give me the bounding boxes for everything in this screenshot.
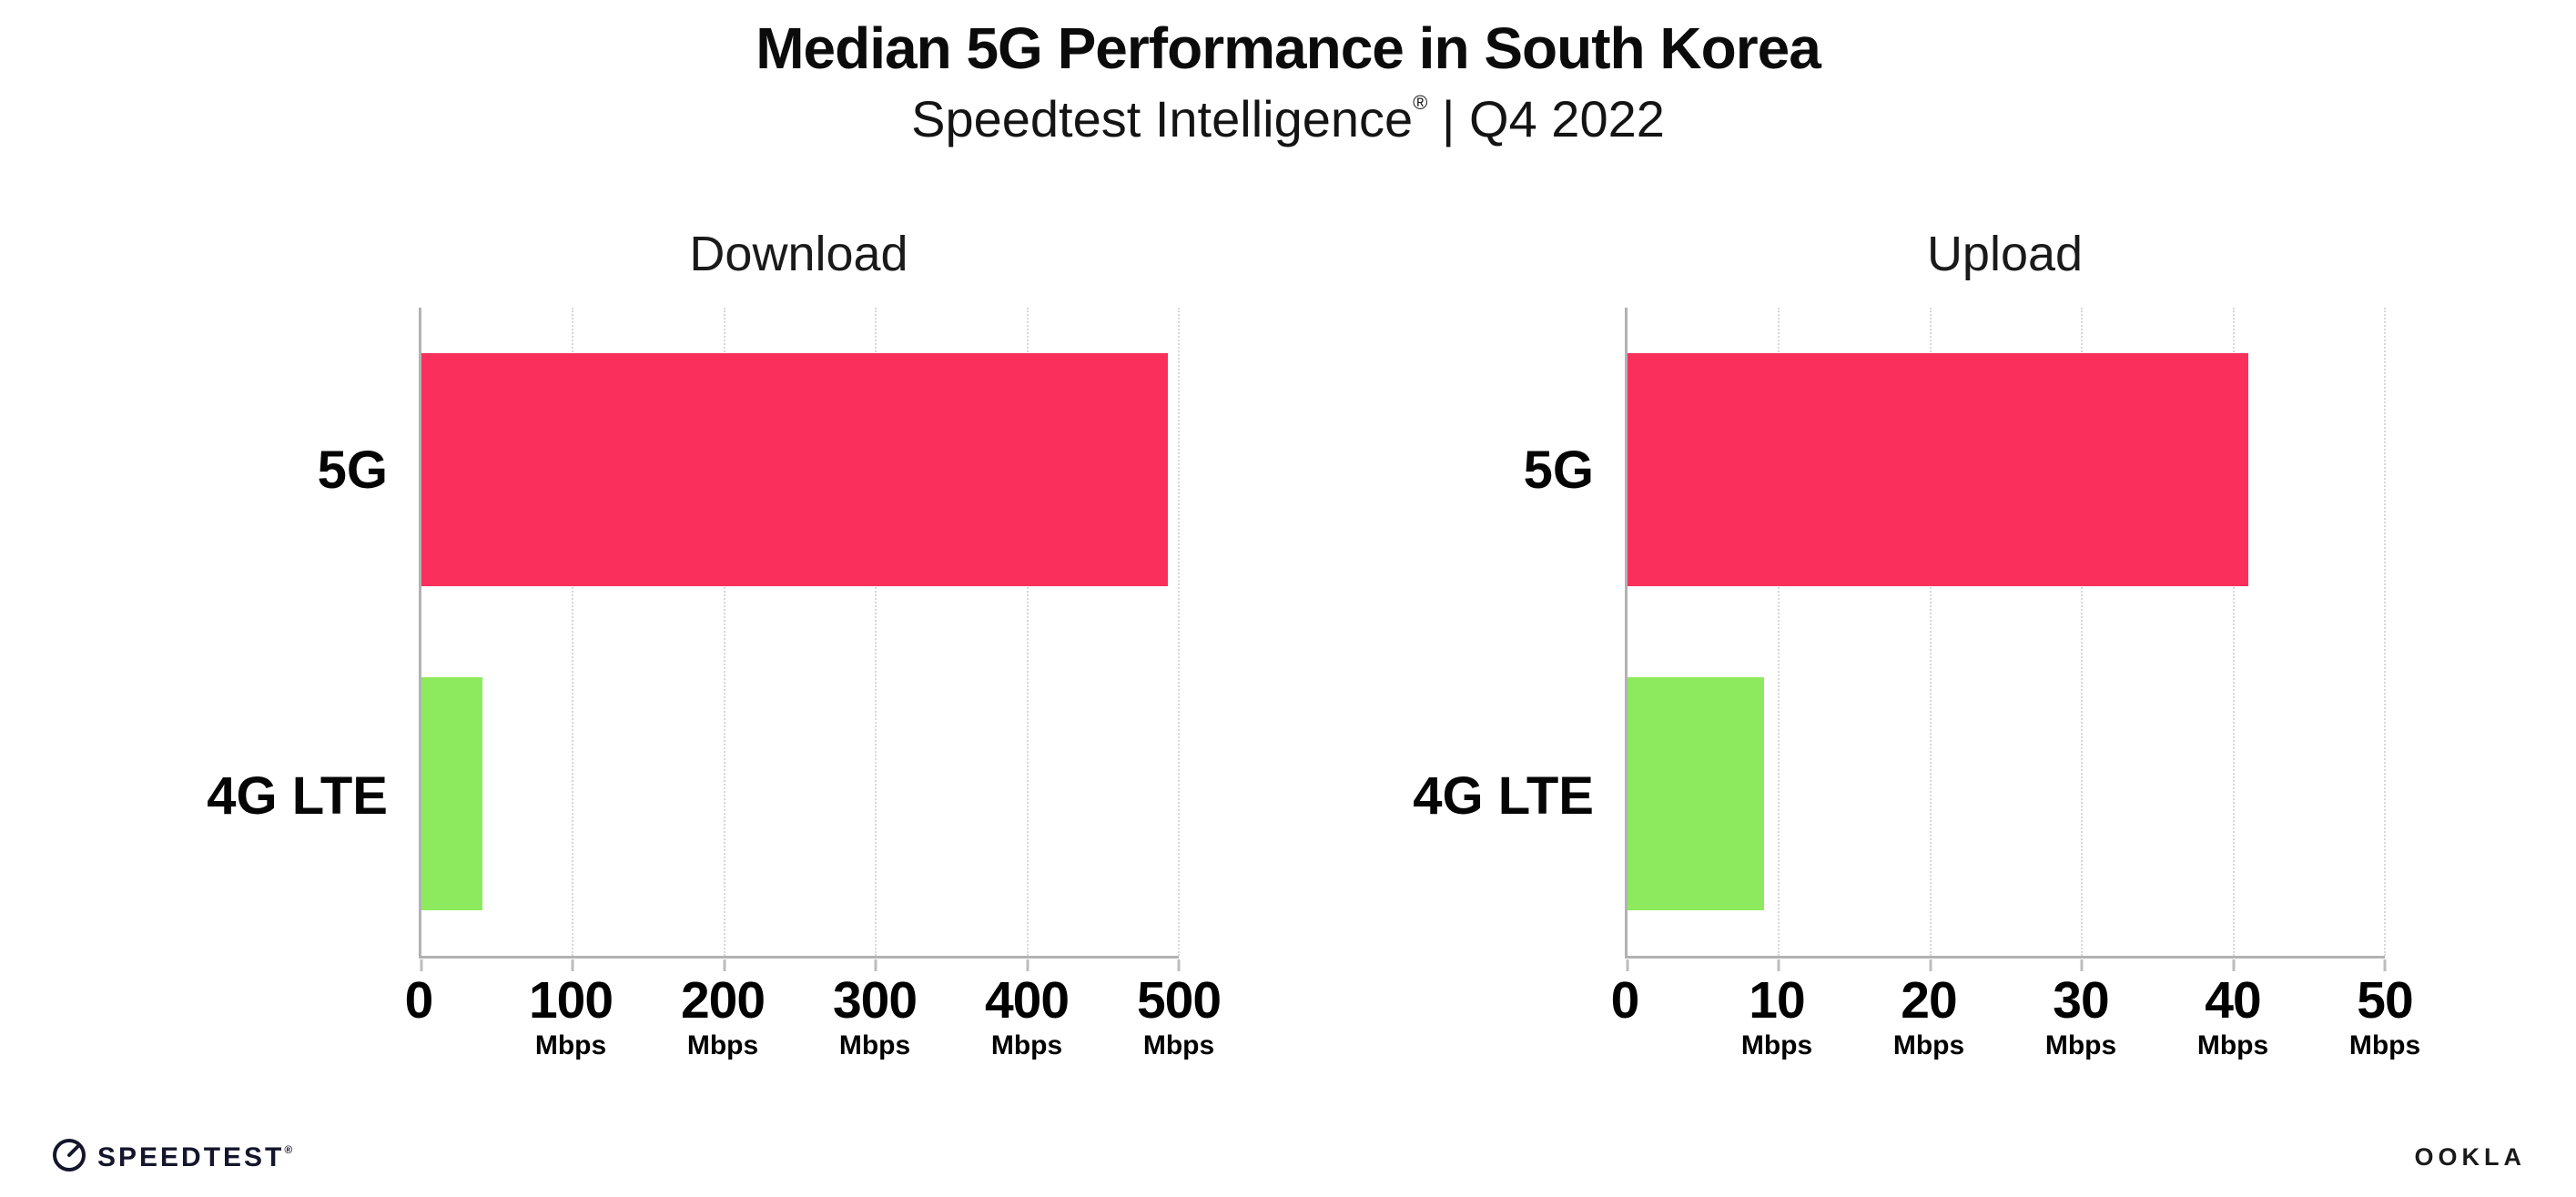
bar-4g-lte xyxy=(1628,676,1764,911)
axis-tick-mark xyxy=(723,959,726,971)
speedtest-wordmark: SPEEDTEST® xyxy=(97,1141,293,1172)
tick-value: 30 xyxy=(2053,971,2109,1030)
gridline xyxy=(1929,308,1932,956)
tick-unit: Mbps xyxy=(838,1030,911,1060)
upload-x-axis: 0 10 Mbps 20 Mbps 30 Mbps 40 Mbps 50 Mbps xyxy=(1611,959,2421,1109)
gridline xyxy=(2384,308,2386,956)
gridline xyxy=(2081,308,2084,956)
tick-unit: Mbps xyxy=(1740,1030,1813,1060)
download-y-axis-labels: 5G 4G LTE xyxy=(191,308,419,959)
category-label-5g: 5G xyxy=(317,441,388,501)
registered-mark: ® xyxy=(1413,91,1428,114)
category-label-5g: 5G xyxy=(1523,441,1594,501)
upload-chart-body: 5G 4G LTE xyxy=(1397,308,2387,971)
tick-value: 20 xyxy=(1901,971,1957,1030)
tick-value: 200 xyxy=(680,971,766,1030)
gridline xyxy=(572,308,574,956)
upload-chart-panel: Upload 5G 4G LTE 0 10 Mbps 20 Mbps 30 Mbps 40 Mbp… xyxy=(1397,226,2421,1109)
upload-chart-title: Upload xyxy=(1926,227,2084,281)
speedtest-registered-mark: ® xyxy=(284,1142,293,1156)
category-label-4g-lte: 4G LTE xyxy=(1413,766,1594,826)
gridline xyxy=(1026,308,1029,956)
ookla-logo: OOKLA xyxy=(2414,1143,2526,1171)
x-axis-tick-label: 40 Mbps xyxy=(2197,975,2268,1060)
axis-tick-mark xyxy=(1026,959,1029,971)
axis-tick-mark xyxy=(874,959,877,971)
x-axis-tick-label: 0 xyxy=(1610,971,1640,1030)
gridline xyxy=(1178,308,1180,956)
x-axis-tick-label: 300 Mbps xyxy=(832,971,918,1060)
x-axis-tick-label: 0 xyxy=(404,971,434,1030)
tick-value: 100 xyxy=(528,971,614,1030)
tick-value: 0 xyxy=(1610,971,1640,1030)
tick-unit: Mbps xyxy=(2348,1030,2421,1060)
tick-unit: Mbps xyxy=(2044,1030,2117,1060)
chart-header: Median 5G Performance in South Korea Spe… xyxy=(0,0,2576,148)
tick-value: 0 xyxy=(404,971,434,1030)
axis-tick-mark xyxy=(2080,959,2084,971)
download-chart-panel: Download 5G 4G LTE 0 100 Mbps 200 Mbps 300 Mbps… xyxy=(191,226,1222,1109)
x-axis-tick-label: 20 Mbps xyxy=(1893,975,1964,1060)
gridline xyxy=(875,308,877,956)
axis-tick-mark xyxy=(1626,959,1629,971)
axis-tick-mark xyxy=(2232,959,2236,971)
charts-row: Download 5G 4G LTE 0 100 Mbps 200 Mbps 300 Mbps… xyxy=(0,226,2576,1109)
download-plot-area xyxy=(419,308,1181,971)
gridline xyxy=(723,308,725,956)
x-axis-tick-label: 500 Mbps xyxy=(1136,971,1222,1060)
upload-y-axis-labels: 5G 4G LTE xyxy=(1397,308,1625,959)
axis-tick-mark xyxy=(1177,959,1181,971)
gridline xyxy=(1778,308,1780,956)
subtitle-brand: Speedtest Intelligence xyxy=(911,90,1414,147)
tick-value: 400 xyxy=(984,971,1070,1030)
axis-tick-mark xyxy=(420,959,423,971)
x-axis-tick-label: 200 Mbps xyxy=(680,971,766,1060)
tick-value: 40 xyxy=(2205,971,2261,1030)
page-title: Median 5G Performance in South Korea xyxy=(756,15,1821,81)
subtitle-period: | Q4 2022 xyxy=(1427,90,1665,147)
axis-tick-mark xyxy=(2383,959,2387,971)
x-axis-tick-label: 100 Mbps xyxy=(528,971,614,1060)
tick-unit: Mbps xyxy=(990,1030,1063,1060)
tick-value: 50 xyxy=(2357,971,2413,1030)
download-chart-title: Download xyxy=(689,227,908,281)
x-axis-tick-label: 50 Mbps xyxy=(2349,975,2420,1060)
tick-unit: Mbps xyxy=(2196,1030,2269,1060)
tick-value: 300 xyxy=(832,971,918,1030)
speedtest-gauge-icon xyxy=(50,1136,88,1179)
bar-5g xyxy=(1628,352,2249,587)
download-x-axis: 0 100 Mbps 200 Mbps 300 Mbps 400 Mbps 500 Mbps xyxy=(405,959,1222,1109)
bar-4g-lte xyxy=(421,676,482,911)
gridline xyxy=(2232,308,2235,956)
speedtest-logo: SPEEDTEST® xyxy=(50,1136,292,1179)
axis-tick-mark xyxy=(1929,959,1932,971)
page-footer: SPEEDTEST® OOKLA xyxy=(50,1136,2526,1179)
tick-value: 500 xyxy=(1136,971,1222,1030)
axis-tick-mark xyxy=(571,959,574,971)
x-axis-tick-label: 400 Mbps xyxy=(984,971,1070,1060)
tick-unit: Mbps xyxy=(686,1030,759,1060)
tick-unit: Mbps xyxy=(1142,1030,1215,1060)
upload-plot-area xyxy=(1625,308,2387,971)
download-chart-body: 5G 4G LTE xyxy=(191,308,1181,971)
x-axis-tick-label: 10 Mbps xyxy=(1741,975,1812,1060)
x-axis-tick-label: 30 Mbps xyxy=(2045,975,2116,1060)
tick-value: 10 xyxy=(1749,971,1805,1030)
axis-tick-mark xyxy=(1777,959,1780,971)
tick-unit: Mbps xyxy=(534,1030,607,1060)
tick-unit: Mbps xyxy=(1892,1030,1965,1060)
page-subtitle: Speedtest Intelligence® | Q4 2022 xyxy=(0,89,2576,148)
bar-5g xyxy=(421,352,1169,587)
category-label-4g-lte: 4G LTE xyxy=(207,766,388,826)
